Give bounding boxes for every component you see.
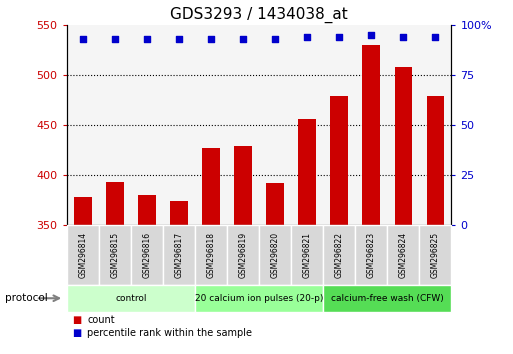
Bar — [266, 183, 284, 225]
Bar — [234, 146, 252, 225]
Text: GSM296825: GSM296825 — [431, 232, 440, 278]
Text: calcium-free wash (CFW): calcium-free wash (CFW) — [331, 294, 444, 303]
Point — [431, 34, 440, 40]
Bar — [363, 45, 380, 225]
Bar — [138, 195, 155, 225]
Point — [335, 34, 343, 40]
Text: control: control — [115, 294, 147, 303]
Text: percentile rank within the sample: percentile rank within the sample — [87, 328, 252, 338]
Bar — [74, 197, 91, 225]
Title: GDS3293 / 1434038_at: GDS3293 / 1434038_at — [170, 7, 348, 23]
Text: ■: ■ — [72, 328, 81, 338]
Point — [271, 36, 279, 42]
Bar — [170, 201, 188, 225]
Bar — [299, 119, 316, 225]
Text: ■: ■ — [72, 315, 81, 325]
Text: GSM296823: GSM296823 — [367, 232, 376, 278]
Text: GSM296821: GSM296821 — [303, 232, 312, 278]
Text: GSM296818: GSM296818 — [206, 232, 215, 278]
Text: GSM296815: GSM296815 — [110, 232, 120, 278]
Text: GSM296822: GSM296822 — [334, 232, 344, 278]
Bar — [330, 96, 348, 225]
Bar — [394, 67, 412, 225]
Text: GSM296820: GSM296820 — [270, 232, 280, 278]
Point — [367, 32, 376, 38]
Bar — [427, 96, 444, 225]
Bar — [202, 148, 220, 225]
Text: GSM296816: GSM296816 — [142, 232, 151, 278]
Text: protocol: protocol — [5, 293, 48, 303]
Point — [175, 36, 183, 42]
Text: count: count — [87, 315, 115, 325]
Text: GSM296819: GSM296819 — [239, 232, 248, 278]
Point — [207, 36, 215, 42]
Point — [111, 36, 119, 42]
Text: GSM296817: GSM296817 — [174, 232, 184, 278]
Point — [143, 36, 151, 42]
Text: 20 calcium ion pulses (20-p): 20 calcium ion pulses (20-p) — [195, 294, 323, 303]
Text: GSM296814: GSM296814 — [78, 232, 87, 278]
Point — [303, 34, 311, 40]
Bar — [106, 182, 124, 225]
Text: GSM296824: GSM296824 — [399, 232, 408, 278]
Point — [78, 36, 87, 42]
Point — [399, 34, 407, 40]
Point — [239, 36, 247, 42]
